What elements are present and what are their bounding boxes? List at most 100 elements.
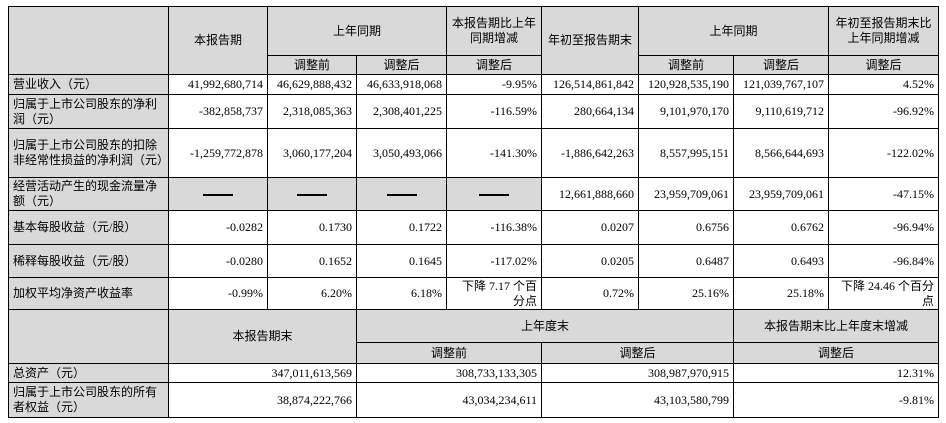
table-row: 稀释每股收益（元/股） -0.0280 0.1652 0.1645 -117.02% 0.… bbox=[8, 244, 940, 278]
value-cell: 0.0205 bbox=[541, 244, 640, 278]
value-cell: -96.94% bbox=[828, 210, 940, 245]
header-change-ytd: 年初至报告期末比上年同期增减 bbox=[828, 6, 940, 56]
value-cell: 0.72% bbox=[541, 277, 640, 310]
row-label: 经营活动产生的现金流量净额（元） bbox=[8, 177, 169, 211]
value-cell: 8,557,995,151 bbox=[638, 128, 735, 178]
subheader-after: 调整后 bbox=[540, 342, 735, 364]
value-cell: 下降 24.46 个百分点 bbox=[828, 277, 940, 310]
value-cell: -141.30% bbox=[446, 128, 543, 178]
value-cell: 下降 7.17 个百分点 bbox=[446, 277, 543, 310]
subheader-after: 调整后 bbox=[355, 55, 448, 75]
financial-summary-table: 本报告期 上年同期 本报告期比上年同期增减 年初至报告期末 上年同期 年初至报告… bbox=[8, 6, 940, 310]
table-row: 归属于上市公司股东的净利润（元） -382,858,737 2,318,085,36… bbox=[8, 94, 940, 129]
subheader-before: 调整前 bbox=[638, 55, 735, 75]
subheader-after-change: 调整后 bbox=[733, 342, 940, 364]
value-cell: 2,308,401,225 bbox=[355, 94, 448, 129]
value-cell: 0.6487 bbox=[638, 244, 735, 278]
value-cell: -0.99% bbox=[168, 277, 268, 310]
value-cell: -1,886,642,263 bbox=[541, 128, 640, 178]
value-cell: -96.92% bbox=[828, 94, 940, 129]
value-cell: 12.31% bbox=[733, 363, 940, 383]
value-cell: -1,259,772,878 bbox=[168, 128, 268, 178]
header-ytd: 年初至报告期末 bbox=[541, 6, 640, 75]
value-cell: 6.18% bbox=[355, 277, 448, 310]
header-current-period: 本报告期 bbox=[168, 6, 268, 75]
value-cell: 46,633,918,068 bbox=[355, 74, 448, 95]
row-label: 基本每股收益（元/股） bbox=[8, 210, 169, 245]
value-cell: 43,103,580,799 bbox=[540, 382, 735, 418]
header-change: 本报告期末比上年度末增减 bbox=[733, 309, 940, 343]
value-cell: 43,034,234,611 bbox=[356, 382, 542, 418]
row-label: 归属于上市公司股东的所有者权益（元） bbox=[8, 382, 169, 418]
table-row: 经营活动产生的现金流量净额（元） 12,661,888,660 23,959,709… bbox=[8, 177, 940, 211]
value-cell: -116.38% bbox=[446, 210, 543, 245]
value-cell: -117.02% bbox=[446, 244, 543, 278]
dash-mark bbox=[386, 193, 417, 196]
value-cell: 9,110,619,712 bbox=[733, 94, 830, 129]
row-label: 总资产（元） bbox=[8, 363, 169, 383]
table-row: 总资产（元） 347,011,613,569 308,733,133,305 308,… bbox=[8, 363, 940, 383]
value-cell: -9.95% bbox=[446, 74, 543, 95]
value-cell: 126,514,861,842 bbox=[541, 74, 640, 95]
row-label: 稀释每股收益（元/股） bbox=[8, 244, 169, 278]
value-cell: 0.1652 bbox=[267, 244, 357, 278]
header-blank bbox=[8, 6, 169, 75]
value-cell: 120,928,535,190 bbox=[638, 74, 735, 95]
value-cell: 25.16% bbox=[638, 277, 735, 310]
header-last-year-end: 上年度末 bbox=[355, 309, 735, 343]
header-change-current: 本报告期比上年同期增减 bbox=[446, 6, 543, 56]
value-cell: 46,629,888,432 bbox=[267, 74, 357, 95]
value-cell: -9.81% bbox=[733, 382, 940, 418]
table-row: 营业收入（元） 41,992,680,714 46,629,888,432 46,63… bbox=[8, 74, 940, 95]
dash-mark bbox=[297, 193, 327, 196]
value-cell: 0.1645 bbox=[355, 244, 448, 278]
header-period-end: 本报告期末 bbox=[168, 309, 357, 364]
value-cell: 23,959,709,061 bbox=[733, 177, 830, 211]
value-cell: 0.6762 bbox=[733, 210, 830, 245]
dash-mark bbox=[203, 193, 233, 196]
table-row: 归属于上市公司股东的扣除非经常性损益的净利润（元） -1,259,772,878 3… bbox=[8, 128, 940, 178]
value-cell: 308,987,970,915 bbox=[540, 363, 735, 383]
value-cell: 23,959,709,061 bbox=[638, 177, 735, 211]
value-cell: -122.02% bbox=[828, 128, 940, 178]
value-cell: -96.84% bbox=[828, 244, 940, 278]
empty-dash-cell bbox=[446, 177, 543, 211]
value-cell: 12,661,888,660 bbox=[541, 177, 640, 211]
table-row: 归属于上市公司股东的所有者权益（元） 38,874,222,766 43,034,2… bbox=[8, 382, 940, 418]
value-cell: 6.20% bbox=[267, 277, 357, 310]
empty-dash-cell bbox=[267, 177, 357, 211]
row-label: 加权平均净资产收益率 bbox=[8, 277, 169, 310]
value-cell: 280,664,134 bbox=[541, 94, 640, 129]
value-cell: 347,011,613,569 bbox=[168, 363, 357, 383]
value-cell: -0.0282 bbox=[168, 210, 268, 245]
value-cell: -47.15% bbox=[828, 177, 940, 211]
subheader-after: 调整后 bbox=[733, 55, 830, 75]
header-blank bbox=[8, 309, 169, 364]
value-cell: 9,101,970,170 bbox=[638, 94, 735, 129]
value-cell: 0.6493 bbox=[733, 244, 830, 278]
value-cell: 38,874,222,766 bbox=[168, 382, 357, 418]
value-cell: 0.6756 bbox=[638, 210, 735, 245]
value-cell: 25.18% bbox=[733, 277, 830, 310]
subheader-before: 调整前 bbox=[267, 55, 357, 75]
value-cell: 8,566,644,693 bbox=[733, 128, 830, 178]
dash-mark bbox=[479, 193, 510, 196]
value-cell: 121,039,767,107 bbox=[733, 74, 830, 95]
value-cell: 2,318,085,363 bbox=[267, 94, 357, 129]
header-same-period-last-year-ytd: 上年同期 bbox=[638, 6, 830, 56]
value-cell: -0.0280 bbox=[168, 244, 268, 278]
value-cell: 41,992,680,714 bbox=[168, 74, 268, 95]
row-label: 归属于上市公司股东的净利润（元） bbox=[8, 94, 169, 129]
empty-dash-cell bbox=[168, 177, 268, 211]
subheader-after: 调整后 bbox=[446, 55, 543, 75]
value-cell: 3,050,493,066 bbox=[355, 128, 448, 178]
value-cell: 308,733,133,305 bbox=[356, 363, 542, 383]
subheader-after: 调整后 bbox=[828, 55, 940, 75]
row-label: 营业收入（元） bbox=[8, 74, 169, 95]
value-cell: 0.0207 bbox=[541, 210, 640, 245]
row-label: 归属于上市公司股东的扣除非经常性损益的净利润（元） bbox=[8, 128, 169, 178]
value-cell: 0.1722 bbox=[355, 210, 448, 245]
value-cell: 4.52% bbox=[828, 74, 940, 95]
value-cell: -382,858,737 bbox=[168, 94, 268, 129]
value-cell: 0.1730 bbox=[267, 210, 357, 245]
